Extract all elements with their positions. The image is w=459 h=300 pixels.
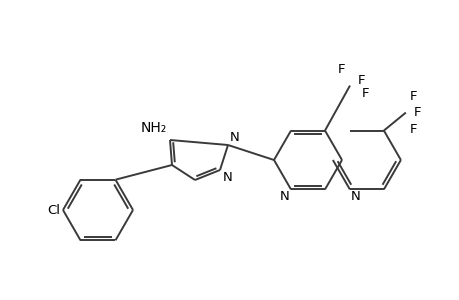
Text: Cl: Cl	[47, 203, 60, 217]
Text: F: F	[337, 63, 345, 76]
Text: F: F	[413, 106, 420, 119]
Text: NH₂: NH₂	[140, 121, 167, 135]
Text: F: F	[357, 74, 365, 87]
Text: F: F	[409, 90, 416, 103]
Text: F: F	[409, 123, 416, 136]
Text: N: N	[230, 131, 239, 144]
Text: N: N	[350, 190, 360, 203]
Text: N: N	[223, 171, 232, 184]
Text: F: F	[361, 87, 369, 100]
Text: N: N	[280, 190, 289, 203]
